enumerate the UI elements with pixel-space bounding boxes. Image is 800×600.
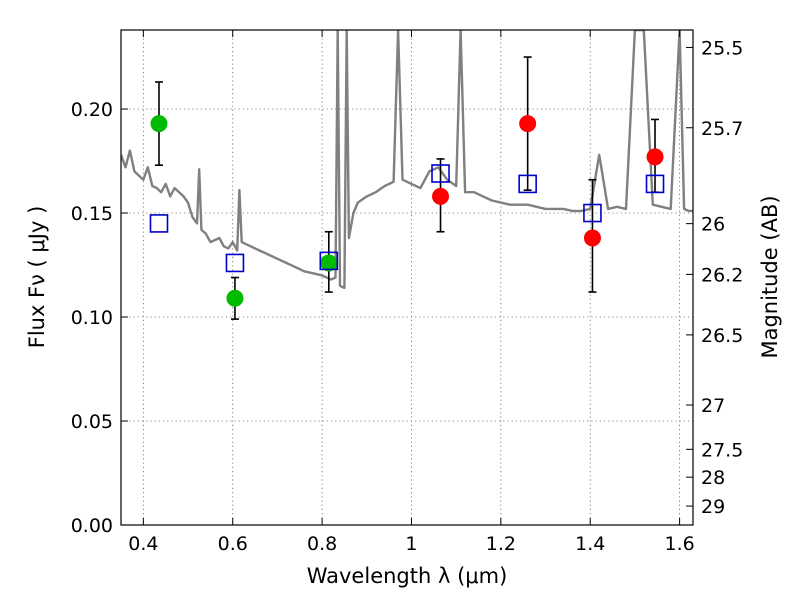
right-tick-label: 26: [701, 214, 725, 236]
marker-layer: [149, 115, 665, 307]
right-tick-label: 26.2: [701, 264, 743, 286]
data-point-circle: [646, 148, 664, 166]
y-tick-label: 0.10: [71, 307, 113, 329]
x-tick-label: 1: [405, 533, 417, 555]
x-tick-label: 0.4: [128, 533, 158, 555]
right-tick-label: 27: [701, 395, 725, 417]
right-tick-label: 25.7: [701, 118, 743, 140]
y-tick-label: 0.00: [71, 515, 113, 537]
data-point-circle: [320, 254, 338, 272]
right-tick-label: 27.5: [701, 439, 743, 461]
data-point-square: [583, 203, 602, 223]
grid: [121, 30, 693, 525]
data-point-square: [431, 164, 450, 183]
spectrum-line: [121, 30, 693, 290]
x-tick-labels: 0.4 0.6 0.8 1 1.2 1.4 1.6: [128, 533, 694, 555]
right-tick-labels: 25.5 25.7 26 26.2 26.5 27 27.5 28 29: [701, 37, 743, 518]
data-point-circle: [432, 187, 450, 205]
y-tick-label: 0.15: [71, 203, 113, 225]
x-tick-label: 1.2: [486, 533, 516, 555]
y-tick-label: 0.05: [71, 411, 113, 433]
x-tick-label: 1.4: [575, 533, 605, 555]
data-point-square: [645, 174, 665, 194]
right-axis-label: Magnitude (AB): [758, 195, 782, 358]
right-tick-label: 25.5: [701, 37, 743, 59]
data-point-square: [319, 251, 339, 271]
data-point-circle: [519, 115, 537, 133]
data-point-square: [518, 174, 537, 194]
right-tick-label: 29: [701, 496, 725, 518]
spectrum-layer: [121, 30, 693, 290]
data-point-square: [149, 214, 169, 233]
x-tick-label: 0.6: [218, 533, 248, 555]
plot-area-background: [121, 30, 693, 525]
y-tick-label: 0.20: [71, 99, 113, 121]
data-point-circle: [226, 289, 244, 307]
y-tick-labels: 0.00 0.05 0.10 0.15 0.20: [71, 99, 113, 537]
x-axis-label: Wavelength λ (μm): [307, 564, 508, 588]
data-point-square: [225, 253, 245, 273]
data-point-circle: [150, 115, 168, 133]
x-tick-label: 0.8: [307, 533, 337, 555]
right-tick-label: 28: [701, 467, 725, 489]
data-point-circle: [583, 229, 601, 247]
tick-marks: [121, 30, 693, 526]
right-tick-label: 26.5: [701, 325, 743, 347]
x-tick-label: 1.6: [664, 533, 694, 555]
plot-frame: [120, 29, 694, 526]
y-axis-label: Flux Fν ( μJy ): [25, 206, 49, 349]
